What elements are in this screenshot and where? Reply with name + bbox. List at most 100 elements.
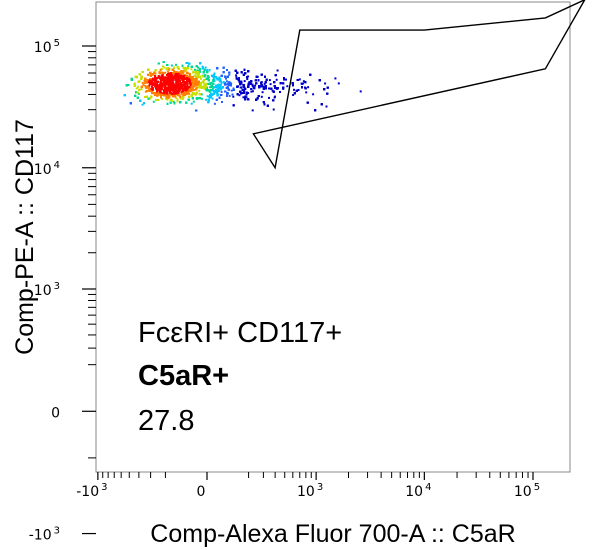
event-dot — [213, 90, 216, 92]
event-dot — [181, 64, 184, 67]
event-dot — [192, 70, 195, 73]
event-dot — [262, 87, 265, 90]
event-dot — [203, 75, 206, 78]
event-dot — [245, 92, 248, 95]
event-dot — [218, 90, 220, 92]
event-dot — [212, 79, 215, 82]
event-dot — [154, 92, 157, 95]
event-dot — [216, 88, 219, 91]
event-dot — [257, 79, 260, 82]
event-dot — [172, 79, 175, 82]
event-dot — [136, 91, 139, 94]
event-dot — [240, 80, 243, 83]
event-dot — [205, 98, 208, 101]
event-dot — [156, 91, 159, 94]
event-dot — [192, 85, 195, 88]
event-dot — [291, 82, 294, 85]
event-dot — [179, 97, 182, 100]
event-dot — [247, 85, 250, 88]
event-dot — [186, 91, 189, 94]
event-dot — [253, 87, 256, 90]
event-dot — [217, 84, 220, 87]
event-dot — [326, 92, 329, 95]
event-dot — [181, 98, 184, 100]
event-dot — [175, 63, 177, 66]
event-dot — [251, 83, 254, 86]
event-dot — [215, 98, 218, 101]
event-dot — [250, 88, 253, 90]
event-dot — [156, 88, 159, 91]
event-dot — [262, 101, 265, 104]
event-dot — [137, 85, 139, 88]
event-dot — [247, 75, 250, 78]
event-dot — [359, 90, 362, 93]
event-dot — [211, 93, 214, 96]
event-dot — [256, 75, 259, 78]
event-dot — [158, 71, 161, 74]
event-dot — [324, 82, 327, 85]
event-dot — [205, 87, 207, 90]
event-dot — [226, 94, 228, 97]
event-dot — [226, 86, 229, 89]
event-dot — [260, 82, 262, 85]
event-dot — [174, 94, 177, 97]
event-dot — [203, 79, 206, 82]
event-dot — [211, 74, 214, 77]
event-dot — [195, 82, 198, 85]
event-dot — [141, 71, 144, 73]
event-dot — [205, 82, 208, 85]
event-dot — [159, 69, 162, 71]
event-dot — [186, 83, 189, 86]
event-dot — [187, 88, 190, 91]
event-dot — [154, 82, 156, 85]
event-dot — [134, 94, 137, 97]
event-dot — [175, 91, 178, 94]
event-dot — [199, 62, 202, 65]
event-dot — [178, 79, 181, 82]
event-dot — [181, 92, 184, 95]
event-dot — [255, 75, 258, 78]
event-dot — [274, 86, 277, 89]
event-dot — [193, 88, 196, 91]
event-dot — [275, 87, 278, 90]
event-dot — [187, 67, 189, 70]
event-dot — [180, 83, 183, 86]
event-dot — [236, 85, 239, 88]
event-dot — [170, 73, 173, 76]
event-dot — [146, 79, 149, 82]
event-dot — [224, 83, 227, 86]
event-dot — [200, 93, 203, 96]
event-dot — [141, 82, 144, 84]
event-dot — [182, 96, 185, 99]
event-dot — [215, 84, 218, 87]
event-dot — [150, 90, 153, 93]
event-dot — [216, 77, 219, 80]
event-dot — [172, 95, 174, 98]
event-dot — [182, 94, 185, 97]
event-dot — [140, 88, 143, 91]
event-dot — [151, 73, 154, 76]
event-dot — [162, 65, 164, 68]
event-dot — [302, 80, 305, 83]
event-dot — [136, 96, 139, 99]
event-dot — [186, 85, 189, 88]
event-dot — [168, 93, 171, 96]
event-dot — [212, 75, 215, 78]
event-dot — [189, 74, 191, 77]
event-dot — [265, 78, 268, 81]
event-dot — [195, 65, 198, 68]
event-dot — [175, 89, 178, 92]
event-dot — [184, 67, 187, 70]
event-dot — [279, 91, 281, 93]
event-dot — [193, 80, 196, 83]
event-dot — [285, 78, 287, 81]
event-dot — [195, 88, 198, 91]
event-dot — [334, 77, 337, 80]
event-dot — [198, 75, 201, 78]
event-dot — [135, 87, 138, 90]
event-dot — [185, 101, 188, 104]
event-dot — [194, 78, 197, 81]
event-dot — [232, 95, 235, 98]
event-dot — [227, 88, 230, 91]
event-dot — [275, 78, 278, 81]
